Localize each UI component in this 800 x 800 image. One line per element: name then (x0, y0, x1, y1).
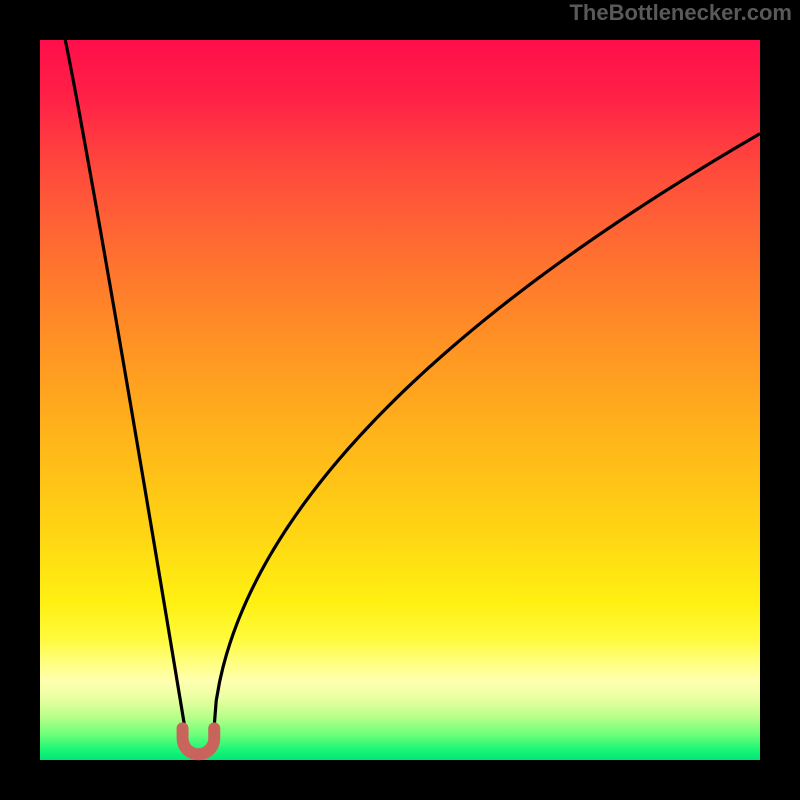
plot-background (40, 40, 760, 760)
attribution-text: TheBottlenecker.com (569, 0, 792, 26)
chart-stage: TheBottlenecker.com (0, 0, 800, 800)
bottleneck-curve-chart (0, 0, 800, 800)
